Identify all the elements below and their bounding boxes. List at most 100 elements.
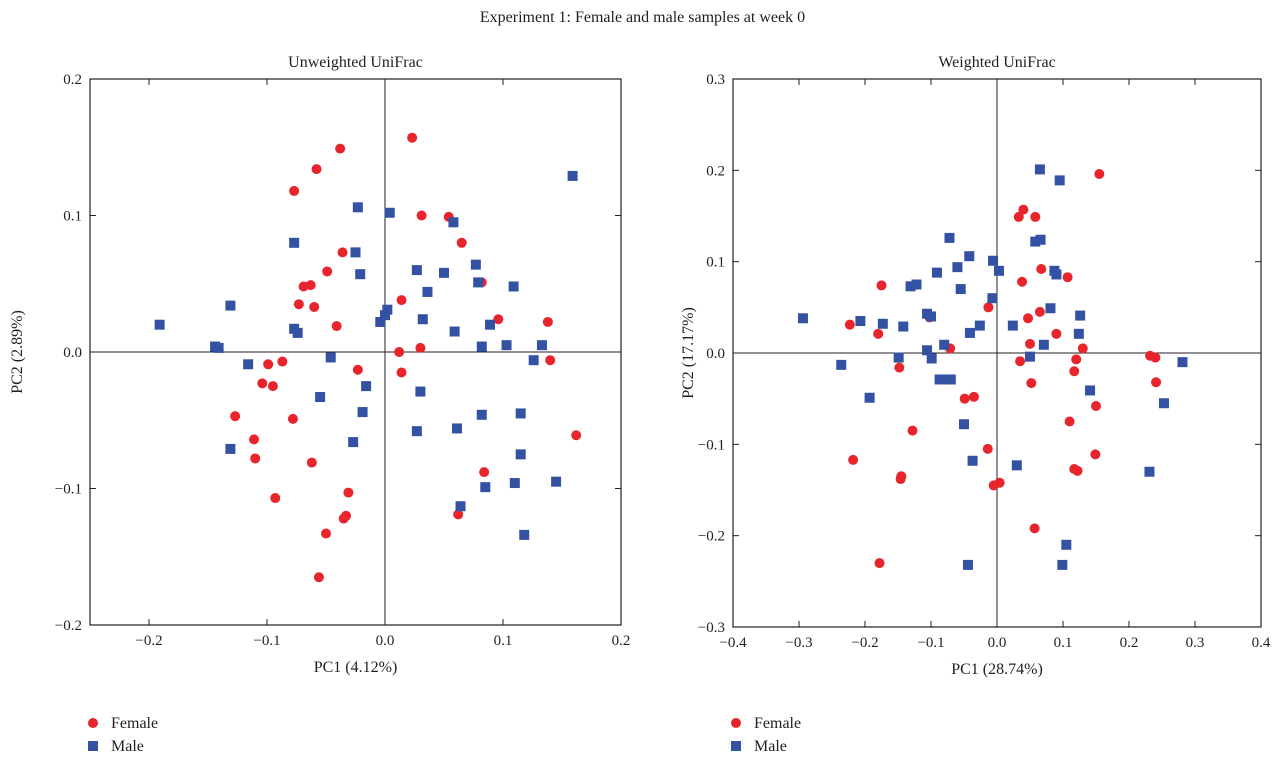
female-point bbox=[270, 493, 281, 504]
male-point bbox=[470, 259, 481, 270]
female-point bbox=[1015, 356, 1026, 367]
female-point bbox=[1025, 338, 1035, 349]
female-point bbox=[1034, 306, 1045, 317]
female-point bbox=[874, 558, 885, 569]
female-point bbox=[1026, 378, 1037, 389]
female-point bbox=[394, 347, 405, 357]
male-point bbox=[154, 319, 165, 330]
x-tick-label: 0.4 bbox=[1252, 635, 1271, 651]
male-point bbox=[485, 319, 496, 330]
male-point bbox=[515, 408, 526, 419]
male-point bbox=[449, 326, 460, 337]
chart-title: Unweighted UniFrac bbox=[288, 54, 423, 71]
x-tick-label: 0.2 bbox=[612, 633, 631, 649]
female-point bbox=[1051, 328, 1062, 339]
male-point bbox=[955, 284, 966, 295]
y-axis-label: PC2 (2.89%) bbox=[9, 310, 26, 394]
female-point bbox=[335, 143, 346, 154]
female-point bbox=[287, 413, 298, 424]
male-point bbox=[476, 341, 487, 352]
male-point bbox=[934, 374, 945, 385]
legend-square-icon bbox=[731, 741, 741, 751]
female-point bbox=[343, 487, 354, 498]
male-point bbox=[1011, 460, 1022, 471]
female-point bbox=[873, 328, 884, 339]
male-point bbox=[473, 277, 484, 288]
male-point bbox=[350, 247, 361, 258]
female-point bbox=[263, 359, 274, 370]
male-point bbox=[974, 320, 985, 331]
female-point bbox=[352, 364, 363, 375]
male-point bbox=[959, 419, 969, 430]
male-point bbox=[415, 386, 426, 397]
male-point bbox=[480, 482, 491, 493]
female-point bbox=[305, 280, 316, 291]
y-axis-label: PC2 (17.17%) bbox=[680, 307, 697, 399]
female-point bbox=[331, 321, 342, 332]
y-tick-label: 0.2 bbox=[706, 163, 725, 179]
male-point bbox=[411, 265, 422, 276]
male-point bbox=[289, 237, 300, 248]
female-point bbox=[848, 454, 859, 465]
female-point bbox=[396, 295, 407, 306]
female-point bbox=[309, 301, 320, 312]
female-point bbox=[1069, 366, 1080, 377]
y-tick-label: −0.1 bbox=[698, 437, 725, 453]
male-point bbox=[355, 269, 366, 280]
male-point bbox=[1034, 164, 1045, 175]
male-point bbox=[243, 359, 254, 370]
female-point bbox=[907, 425, 918, 436]
male-point bbox=[528, 355, 539, 366]
female-point bbox=[959, 393, 970, 404]
female-point bbox=[479, 467, 490, 478]
male-point bbox=[926, 353, 937, 364]
male-point bbox=[945, 374, 956, 385]
female-point bbox=[545, 355, 556, 366]
female-point bbox=[1017, 276, 1028, 287]
female-point bbox=[1072, 465, 1083, 476]
female-point bbox=[1064, 416, 1075, 427]
female-point bbox=[876, 280, 887, 291]
x-tick-label: 0.3 bbox=[1186, 635, 1205, 651]
male-point bbox=[987, 293, 998, 304]
male-point bbox=[893, 352, 904, 363]
male-point bbox=[898, 321, 909, 332]
male-point bbox=[939, 339, 950, 350]
female-point bbox=[983, 302, 994, 313]
female-point bbox=[1090, 449, 1101, 460]
female-point bbox=[982, 443, 993, 454]
female-point bbox=[1023, 313, 1034, 324]
female-point bbox=[453, 509, 464, 520]
legend-label: Male bbox=[111, 738, 144, 755]
male-point bbox=[855, 316, 866, 327]
male-point bbox=[348, 437, 359, 448]
female-point bbox=[1036, 263, 1047, 274]
male-point bbox=[836, 359, 847, 370]
male-point bbox=[213, 342, 224, 353]
y-tick-label: −0.2 bbox=[55, 618, 82, 634]
x-tick-label: −0.2 bbox=[851, 635, 878, 651]
male-point bbox=[1007, 320, 1018, 331]
female-point bbox=[895, 474, 906, 485]
female-point bbox=[322, 266, 333, 277]
y-tick-label: 0.3 bbox=[706, 72, 725, 88]
female-point bbox=[415, 342, 426, 353]
female-point bbox=[456, 237, 467, 248]
male-point bbox=[1035, 234, 1046, 245]
x-tick-label: 0.0 bbox=[376, 633, 395, 649]
male-point bbox=[993, 265, 1004, 276]
female-point bbox=[250, 453, 261, 464]
legend-circle-icon bbox=[731, 718, 741, 728]
female-point bbox=[1018, 204, 1029, 215]
male-point bbox=[536, 340, 547, 351]
male-point bbox=[225, 300, 236, 311]
male-point bbox=[962, 559, 973, 570]
y-tick-label: −0.3 bbox=[698, 620, 725, 636]
male-point bbox=[375, 316, 386, 327]
y-tick-label: 0.1 bbox=[706, 255, 725, 271]
female-point bbox=[1013, 211, 1024, 222]
female-point bbox=[1094, 168, 1105, 179]
female-point bbox=[230, 411, 241, 422]
male-point bbox=[1030, 236, 1041, 247]
